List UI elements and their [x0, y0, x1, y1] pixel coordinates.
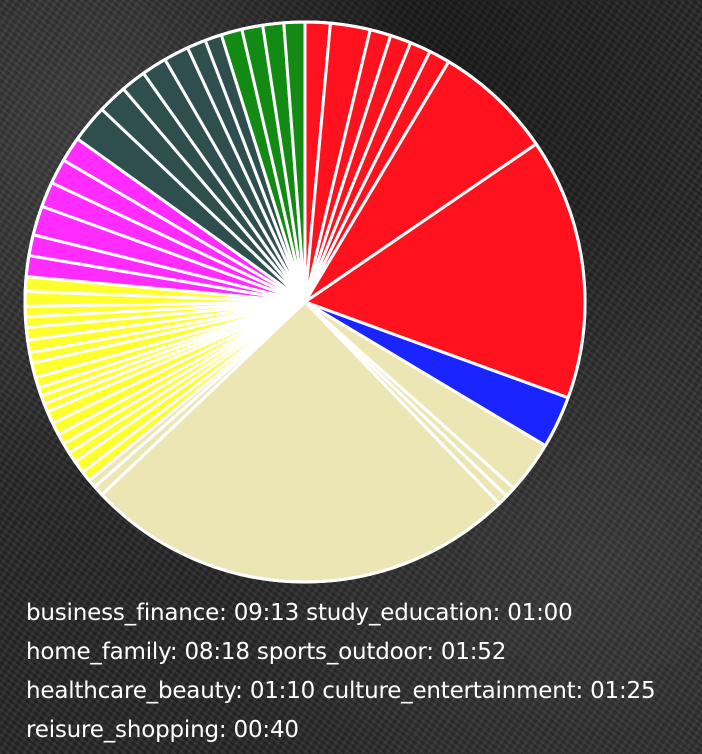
legend-entry-reisure-shopping: reisure_shopping: 00:40 [26, 717, 299, 743]
legend-label: sports_outdoor [256, 639, 427, 665]
legend-label: reisure_shopping [26, 717, 219, 743]
legend-label: business_finance [26, 600, 220, 626]
legend-entry-business-finance: business_finance: 09:13 [26, 600, 300, 626]
legend-label: healthcare_beauty [26, 678, 236, 704]
chart-legend: business_finance: 09:13 study_education:… [26, 594, 698, 750]
legend-value: 01:25 [590, 678, 656, 704]
legend-entry-sports-outdoor: sports_outdoor: 01:52 [256, 639, 507, 665]
legend-value: 09:13 [233, 600, 300, 626]
legend-value: 08:18 [184, 639, 250, 665]
legend-entry-study-education: study_education: 01:00 [306, 600, 573, 626]
legend-entry-culture-entertainment: culture_entertainment: 01:25 [322, 678, 656, 704]
legend-entry-healthcare-beauty: healthcare_beauty: 01:10 [26, 678, 316, 704]
legend-value: 01:52 [440, 639, 507, 665]
pie-chart [23, 20, 587, 584]
legend-value: 00:40 [233, 717, 299, 743]
legend-entry-home-family: home_family: 08:18 [26, 639, 250, 665]
legend-label: home_family [26, 639, 170, 665]
legend-label: culture_entertainment [322, 678, 576, 704]
legend-label: study_education [306, 600, 493, 626]
pie-outline [23, 20, 587, 584]
legend-value: 01:10 [249, 678, 316, 704]
legend-value: 01:00 [507, 600, 573, 626]
